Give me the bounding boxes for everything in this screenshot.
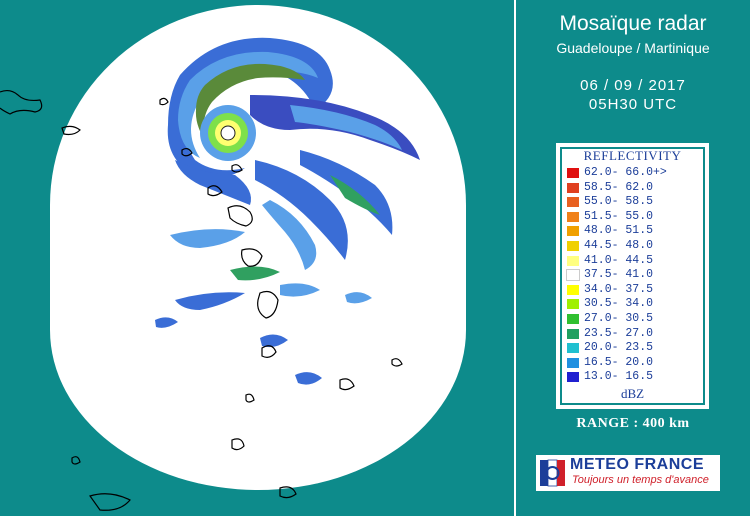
legend-row: 34.0- 37.5 — [567, 282, 702, 296]
legend-swatch — [567, 197, 579, 208]
legend-swatch — [567, 255, 579, 266]
range-label: RANGE : 400 km — [576, 416, 690, 431]
legend-range: 23.5- 27.0 — [584, 326, 654, 340]
legend-range: 55.0- 58.5 — [584, 195, 654, 209]
logo-name: METEO FRANCE — [570, 456, 704, 473]
legend-row: 51.5- 55.0 — [567, 209, 702, 223]
legend-swatch — [567, 372, 579, 383]
legend-swatch — [566, 269, 580, 282]
legend-row: 37.5- 41.0 — [566, 268, 702, 282]
legend-row: 30.5- 34.0 — [567, 297, 702, 311]
logo-tagline: Toujours un temps d'avance — [572, 474, 709, 486]
legend-row: 48.0- 51.5 — [567, 224, 702, 238]
legend-range: 58.5- 62.0 — [584, 180, 654, 194]
legend-range: 30.5- 34.0 — [584, 297, 654, 311]
legend-row: 41.0- 44.5 — [567, 253, 702, 267]
legend-swatch — [567, 299, 579, 310]
legend-title: REFLECTIVITY — [583, 148, 682, 163]
reflectivity-legend: REFLECTIVITY 62.0- 66.0+> 58.5- 62.0 55.0-… — [556, 143, 709, 409]
legend-swatch — [567, 357, 579, 368]
legend-range: 27.0- 30.5 — [584, 312, 654, 325]
legend-range: 41.0- 44.5 — [584, 253, 654, 267]
legend-range: 62.0- 66.0+> — [584, 166, 667, 179]
legend-swatch — [567, 168, 579, 178]
panel-divider — [514, 0, 516, 516]
legend-row: 44.5- 48.0 — [567, 239, 702, 252]
legend-swatch — [567, 314, 579, 324]
legend-row: 23.5- 27.0 — [567, 326, 702, 340]
legend-row: 62.0- 66.0+> — [567, 166, 702, 179]
legend-range: 37.5- 41.0 — [584, 268, 654, 282]
legend-row: 55.0- 58.5 — [567, 195, 702, 209]
legend-range: 20.0- 23.5 — [584, 341, 654, 355]
legend-row: 13.0- 16.5 — [567, 370, 702, 384]
legend-row: 20.0- 23.5 — [567, 341, 702, 355]
legend-range: 48.0- 51.5 — [584, 224, 654, 238]
legend-range: 13.0- 16.5 — [584, 370, 654, 384]
observation-date: 06 / 09 / 2017 — [580, 77, 686, 94]
legend-swatch — [567, 241, 579, 251]
legend-row: 27.0- 30.5 — [567, 312, 702, 325]
meteo-france-logo-icon — [538, 457, 568, 489]
legend-swatch — [567, 284, 579, 295]
legend-range: 16.5- 20.0 — [584, 355, 654, 369]
legend-swatch — [567, 328, 579, 339]
legend-swatch — [567, 226, 579, 237]
legend-unit: dBZ — [620, 386, 645, 401]
legend-swatch — [567, 343, 579, 354]
map-title: Mosaïque radar — [559, 12, 707, 35]
legend-row: 16.5- 20.0 — [567, 355, 702, 369]
island-outlines — [0, 89, 403, 511]
observation-time: 05H30 UTC — [588, 96, 678, 113]
radar-map — [0, 5, 466, 511]
legend-range: 44.5- 48.0 — [584, 239, 654, 252]
map-subtitle: Guadeloupe / Martinique — [556, 40, 710, 56]
legend-swatch — [567, 182, 579, 193]
legend-range: 34.0- 37.5 — [584, 282, 654, 296]
legend-range: 51.5- 55.0 — [584, 209, 654, 223]
meteo-france-logo: METEO FRANCE Toujours un temps d'avance — [536, 455, 720, 491]
hurricane-echoes — [155, 37, 420, 385]
info-panel: Mosaïque radar Guadeloupe / Martinique 0… — [516, 0, 750, 516]
legend-swatch — [567, 211, 579, 222]
legend-row: 58.5- 62.0 — [567, 180, 702, 194]
